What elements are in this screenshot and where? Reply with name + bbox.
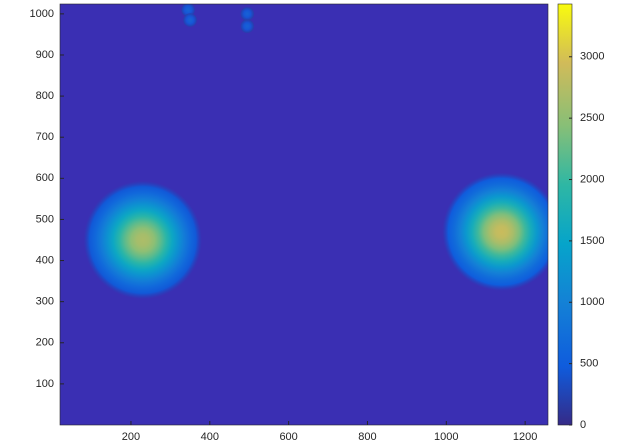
colorbar: [558, 4, 572, 425]
spot: [240, 7, 254, 21]
y-tick-label: 200: [36, 337, 54, 349]
spot: [84, 181, 202, 299]
colorbar-tick-label: 500: [580, 358, 598, 370]
y-tick-label: 1000: [30, 8, 54, 20]
y-tick-label: 600: [36, 172, 54, 184]
colorbar-tick-label: 1000: [580, 296, 604, 308]
colorbar-tick-label: 3000: [580, 51, 604, 63]
chart: 200 400 600 800 1000 1200 100 200 300 400 500 600 70…: [0, 0, 628, 447]
x-tick-label: 200: [122, 431, 140, 443]
spot: [442, 173, 560, 291]
x-tick-label: 800: [358, 431, 376, 443]
y-tick-label: 800: [36, 90, 54, 102]
x-tick-label: 1000: [434, 431, 458, 443]
spot: [240, 19, 254, 33]
y-tick-label: 400: [36, 254, 54, 266]
spot: [183, 13, 197, 27]
y-tick-label: 300: [36, 296, 54, 308]
x-tick-label: 600: [279, 431, 297, 443]
colorbar-tick-label: 0: [580, 419, 586, 431]
y-tick-label: 700: [36, 131, 54, 143]
colorbar-tick-label: 2500: [580, 112, 604, 124]
x-tick-label: 400: [201, 431, 219, 443]
x-tick-label: 1200: [513, 431, 537, 443]
y-tick-label: 100: [36, 378, 54, 390]
y-tick-label: 900: [36, 49, 54, 61]
colorbar-tick-label: 2000: [580, 173, 604, 185]
colorbar-tick-label: 1500: [580, 235, 604, 247]
y-tick-label: 500: [36, 213, 54, 225]
